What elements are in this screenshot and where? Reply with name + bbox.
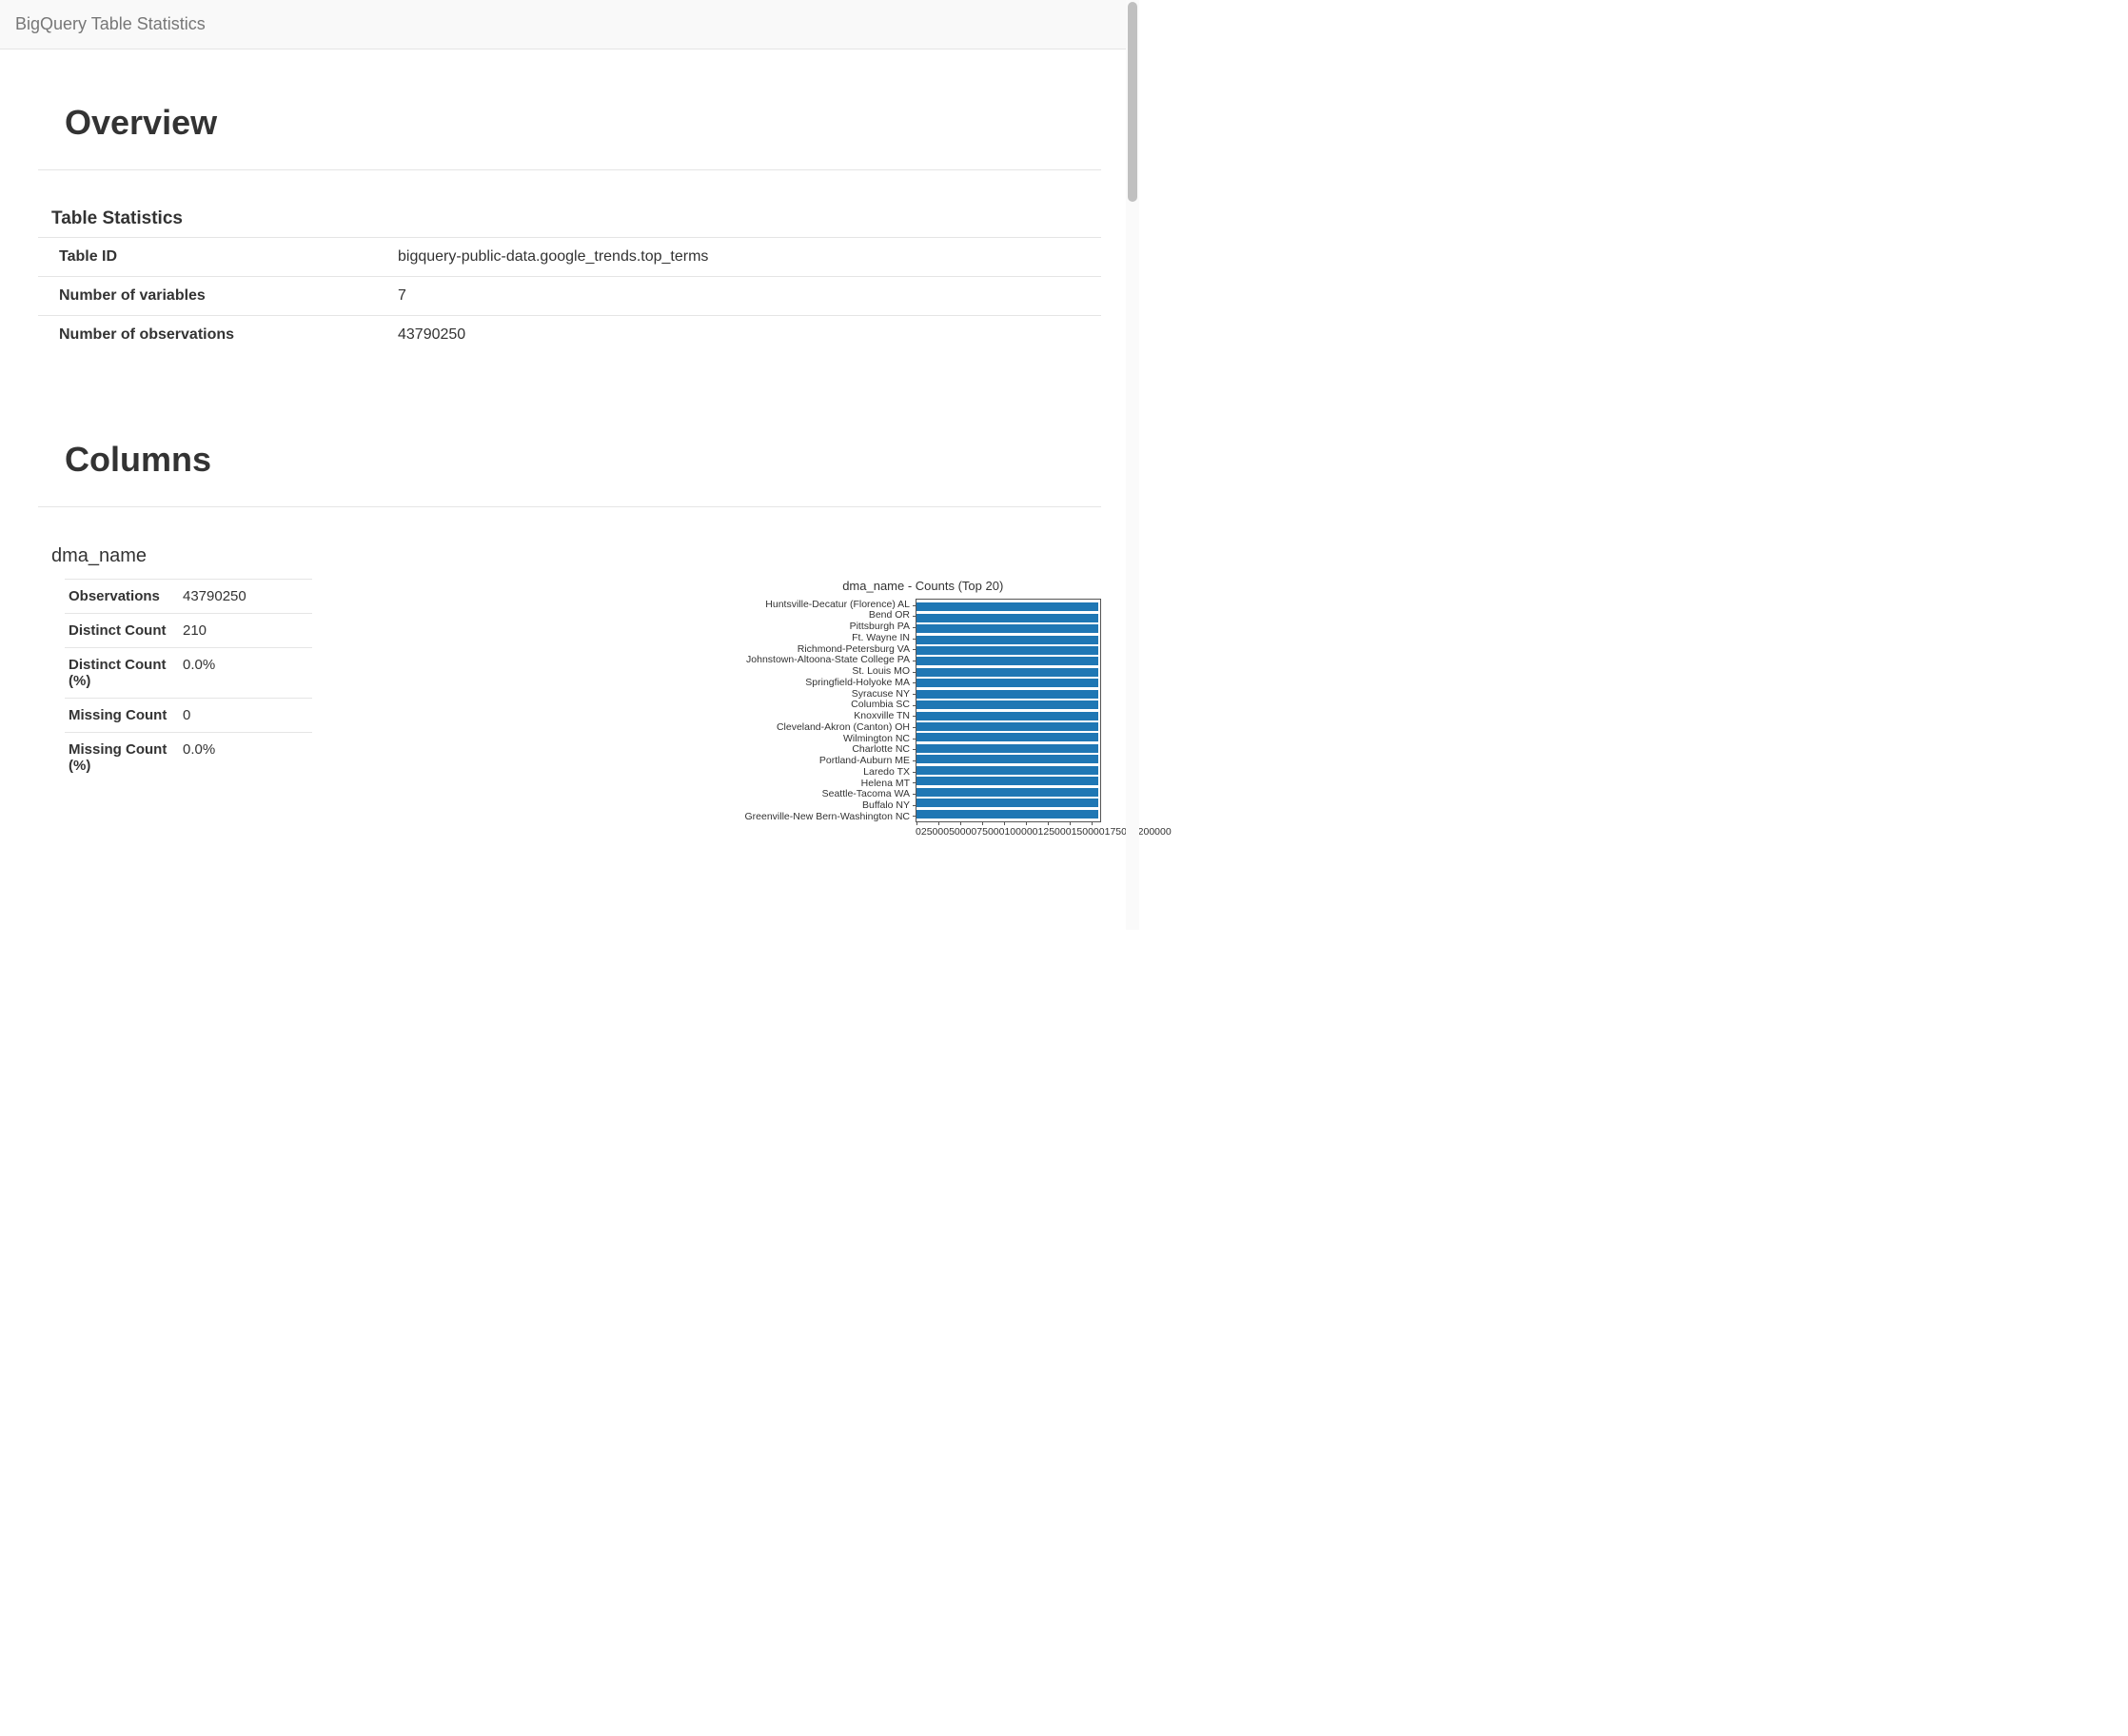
chart-y-label: Greenville-New Bern-Washington NC [745,811,911,822]
chart-bar [916,777,1098,785]
column-stats-table: Observations43790250Distinct Count210Dis… [65,579,312,782]
column-stat-label: Distinct Count (%) [65,648,179,699]
overview-divider [38,169,1101,170]
chart-container: dma_name - Counts (Top 20) Huntsville-De… [745,579,1102,838]
chart-y-label: Bend OR [745,610,911,621]
chart-y-label: Pittsburgh PA [745,621,911,633]
chart-bar [916,668,1098,677]
scrollbar-thumb[interactable] [1128,2,1137,202]
chart-x-label: 125000 [1038,826,1072,838]
chart-bar [916,712,1098,720]
column-stat-value: 43790250 [179,580,312,614]
chart-bar [916,799,1098,807]
chart-bar [916,722,1098,731]
chart-y-labels: Huntsville-Decatur (Florence) ALBend ORP… [745,599,916,822]
column-stat-label: Missing Count [65,699,179,733]
chart-bar [916,755,1098,763]
topbar-title: BigQuery Table Statistics [15,14,206,34]
table-row: Missing Count (%)0.0% [65,733,312,783]
chart-y-label: Huntsville-Decatur (Florence) AL [745,599,911,610]
chart-x-label: 25000 [921,826,949,838]
chart-y-label: Portland-Auburn ME [745,756,911,767]
stat-label: Number of observations [38,316,390,355]
column-stat-value: 210 [179,614,312,648]
chart-bar [916,646,1098,655]
chart-bar [916,679,1098,687]
column-stat-value: 0.0% [179,648,312,699]
chart-bar [916,624,1098,633]
table-row: Distinct Count (%)0.0% [65,648,312,699]
column-stat-value: 0 [179,699,312,733]
table-row: Missing Count0 [65,699,312,733]
table-row: Number of variables7 [38,277,1101,316]
columns-heading: Columns [65,440,1101,480]
chart-bar [916,788,1098,797]
chart-x-label: 50000 [949,826,976,838]
column-detail-row: Observations43790250Distinct Count210Dis… [38,579,1101,838]
column-stat-label: Observations [65,580,179,614]
chart-bar [916,744,1098,753]
stat-value: 7 [390,277,1101,316]
chart-bar [916,766,1098,775]
chart-x-axis: 0250005000075000100000125000150000175000… [916,822,1101,838]
table-row: Observations43790250 [65,580,312,614]
table-row: Distinct Count210 [65,614,312,648]
chart-y-label: Wilmington NC [745,733,911,744]
column-stat-value: 0.0% [179,733,312,783]
chart-y-label: Johnstown-Altoona-State College PA [745,655,911,666]
vertical-scrollbar[interactable] [1126,0,1139,930]
topbar: BigQuery Table Statistics [0,0,1139,49]
chart-plot-area [916,599,1101,822]
chart-y-label: Knoxville TN [745,711,911,722]
chart-y-label: Seattle-Tacoma WA [745,789,911,800]
stat-label: Table ID [38,238,390,277]
chart-x-label: 75000 [976,826,1004,838]
chart-y-label: Cleveland-Akron (Canton) OH [745,721,911,733]
chart-bar [916,690,1098,699]
chart-bars [916,600,1100,821]
stat-value: bigquery-public-data.google_trends.top_t… [390,238,1101,277]
chart-bar [916,810,1098,819]
chart-bar [916,636,1098,644]
column-stats: Observations43790250Distinct Count210Dis… [65,579,312,782]
chart-y-label: Charlotte NC [745,744,911,756]
chart-y-label: Ft. Wayne IN [745,632,911,643]
chart-x-label: 200000 [1138,826,1172,838]
column-stat-label: Missing Count (%) [65,733,179,783]
chart-x-label: 150000 [1072,826,1105,838]
chart-x-label: 100000 [1004,826,1037,838]
chart-bar [916,657,1098,665]
chart-bar [916,700,1098,709]
chart-y-label: Laredo TX [745,766,911,778]
chart-bar [916,733,1098,741]
chart-y-label: Columbia SC [745,700,911,711]
stat-value: 43790250 [390,316,1101,355]
chart-y-label: Syracuse NY [745,688,911,700]
column-name: dma_name [51,545,1101,567]
table-statistics-table: Table IDbigquery-public-data.google_tren… [38,237,1101,354]
chart-y-label: Springfield-Holyoke MA [745,677,911,688]
table-statistics-subheading: Table Statistics [51,208,1101,229]
chart-y-label: Buffalo NY [745,800,911,812]
chart-bar [916,614,1098,622]
chart-body: Huntsville-Decatur (Florence) ALBend ORP… [745,599,1102,838]
chart-y-label: Helena MT [745,778,911,789]
column-stat-label: Distinct Count [65,614,179,648]
chart-y-label: Richmond-Petersburg VA [745,643,911,655]
chart-title: dma_name - Counts (Top 20) [745,579,1102,593]
chart-y-label: St. Louis MO [745,666,911,678]
table-row: Table IDbigquery-public-data.google_tren… [38,238,1101,277]
main-content: Overview Table Statistics Table IDbigque… [0,103,1139,876]
chart-bar [916,602,1098,611]
stat-label: Number of variables [38,277,390,316]
overview-heading: Overview [65,103,1101,143]
columns-divider [38,506,1101,507]
table-row: Number of observations43790250 [38,316,1101,355]
